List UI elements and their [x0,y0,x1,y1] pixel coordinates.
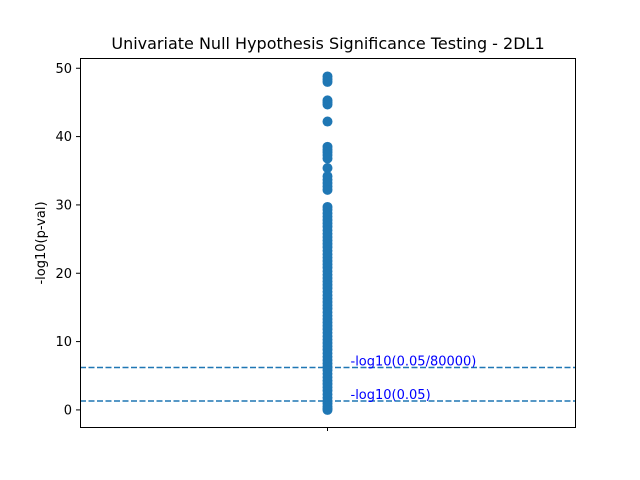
y-tick-label: 30 [55,198,72,213]
threshold-label: -log10(0.05/80000) [351,355,477,370]
threshold-label: -log10(0.05) [351,388,431,403]
plot-layer: -log10(0.05/80000) -log10(0.05) [80,71,575,415]
data-point [322,99,333,110]
y-axis-ticks: 0 10 20 30 40 50 [55,62,80,418]
data-point [322,153,333,164]
data-point [322,404,333,415]
data-point [322,184,333,195]
data-point [322,116,333,127]
data-point [322,163,333,174]
y-tick-label: 0 [64,403,72,418]
chart-title: Univariate Null Hypothesis Significance … [111,34,544,53]
y-tick-label: 50 [55,62,72,77]
y-tick-label: 40 [55,130,72,145]
y-axis-label: -log10(p-val) [34,201,49,284]
y-tick-label: 20 [55,267,72,282]
y-tick-label: 10 [55,335,72,350]
data-point [322,76,333,87]
